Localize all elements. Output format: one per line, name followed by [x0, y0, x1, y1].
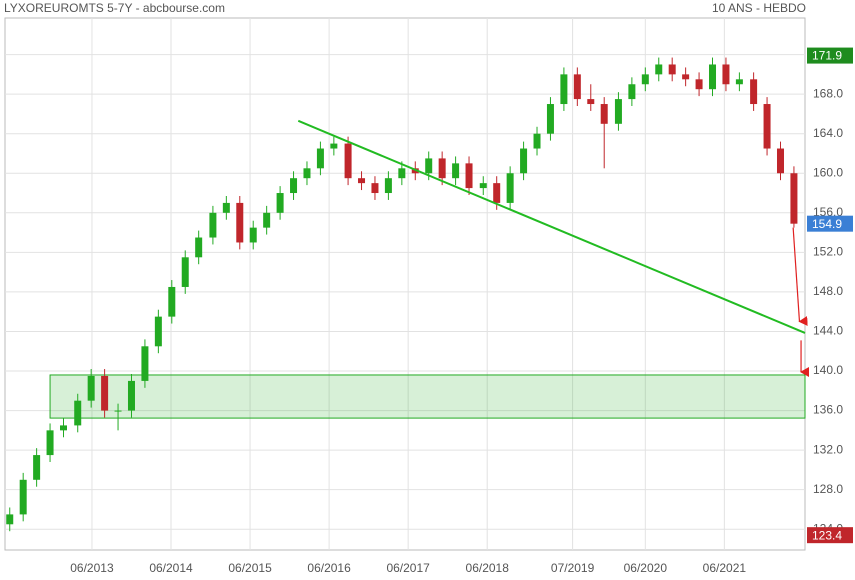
- candle-body: [750, 79, 758, 105]
- candle-body: [87, 375, 95, 401]
- candle-body: [330, 143, 338, 149]
- candle-body: [709, 64, 717, 90]
- price-marker-label: 154.9: [812, 217, 842, 231]
- x-tick-label: 06/2014: [149, 561, 193, 575]
- y-tick-label: 160.0: [813, 165, 843, 179]
- y-tick-label: 136.0: [813, 403, 843, 417]
- x-tick-label: 06/2016: [307, 561, 351, 575]
- candle-body: [303, 168, 311, 179]
- candle-body: [195, 237, 203, 258]
- candle-body: [573, 74, 581, 100]
- price-marker-label: 171.9: [812, 49, 842, 63]
- candle-body: [384, 178, 392, 194]
- candle-body: [263, 212, 271, 228]
- price-marker-label: 123.4: [812, 528, 842, 542]
- candle-body: [46, 430, 54, 456]
- price-marker: [807, 215, 853, 232]
- support-zone: [49, 374, 806, 419]
- candle-body: [533, 133, 541, 149]
- x-tick-label: 06/2021: [703, 561, 747, 575]
- candle-body: [735, 79, 743, 85]
- candle-body: [59, 425, 67, 431]
- y-tick-label: 152.0: [813, 245, 843, 259]
- arrow: [792, 227, 808, 327]
- x-tick-label: 06/2015: [228, 561, 272, 575]
- candle-body: [546, 104, 554, 134]
- candle-body: [520, 148, 528, 174]
- candle-body: [465, 163, 473, 189]
- chart-title: LYXOREUROMTS 5-7Y - abcbourse.com: [4, 1, 225, 15]
- candle-body: [682, 74, 690, 80]
- plot-area: [4, 17, 806, 551]
- candle-body: [628, 84, 636, 100]
- y-tick-label: 144.0: [813, 324, 843, 338]
- candle-body: [127, 380, 135, 411]
- y-tick-label: 148.0: [813, 284, 843, 298]
- candle-body: [600, 104, 608, 124]
- candle-body: [371, 183, 379, 194]
- candle-body: [479, 183, 487, 189]
- candle-body: [560, 74, 568, 105]
- candle-body: [222, 202, 230, 213]
- candle-body: [181, 257, 189, 287]
- chart-subtitle: 10 ANS - HEBDO: [712, 1, 806, 15]
- x-tick-label: 06/2017: [386, 561, 430, 575]
- candle-body: [493, 183, 501, 203]
- candle-body: [19, 479, 27, 515]
- candle-body: [776, 148, 784, 174]
- x-tick-label: 06/2013: [70, 561, 114, 575]
- candle-body: [290, 178, 298, 194]
- candle-body: [114, 410, 122, 412]
- candle-body: [587, 99, 595, 105]
- candle-body: [101, 375, 109, 411]
- y-tick-label: 156.0: [813, 205, 843, 219]
- candle-body: [614, 99, 622, 124]
- candle-body: [316, 148, 324, 169]
- candle-body: [452, 163, 460, 179]
- candle-body: [249, 227, 257, 243]
- candle-body: [168, 286, 176, 317]
- candle-body: [438, 158, 446, 179]
- y-tick-label: 132.0: [813, 442, 843, 456]
- price-marker: [807, 47, 853, 64]
- candle-body: [74, 400, 82, 426]
- y-tick-label: 140.0: [813, 363, 843, 377]
- candle-body: [641, 74, 649, 85]
- candle-body: [790, 173, 798, 224]
- candle-body: [668, 64, 676, 75]
- candle-body: [154, 316, 162, 347]
- candle-body: [425, 158, 433, 174]
- candle-body: [6, 514, 14, 525]
- candle-body: [209, 212, 217, 238]
- x-tick-label: 06/2020: [624, 561, 668, 575]
- x-tick-label: 06/2018: [466, 561, 510, 575]
- candle-body: [141, 346, 149, 381]
- trend-line: [297, 119, 806, 334]
- candle-body: [722, 64, 730, 85]
- y-tick-label: 168.0: [813, 86, 843, 100]
- candle-body: [276, 193, 284, 213]
- candle-body: [506, 173, 514, 203]
- candle-body: [398, 168, 406, 179]
- candle-body: [763, 104, 771, 149]
- candle-body: [344, 143, 352, 179]
- x-tick-label: 07/2019: [551, 561, 595, 575]
- candle-body: [33, 455, 41, 480]
- candle-body: [695, 79, 703, 90]
- candle-body: [358, 178, 366, 184]
- y-tick-label: 128.0: [813, 482, 843, 496]
- y-tick-label: 164.0: [813, 126, 843, 140]
- price-marker: [807, 527, 853, 544]
- candle-body: [236, 202, 244, 243]
- candle-body: [655, 64, 663, 75]
